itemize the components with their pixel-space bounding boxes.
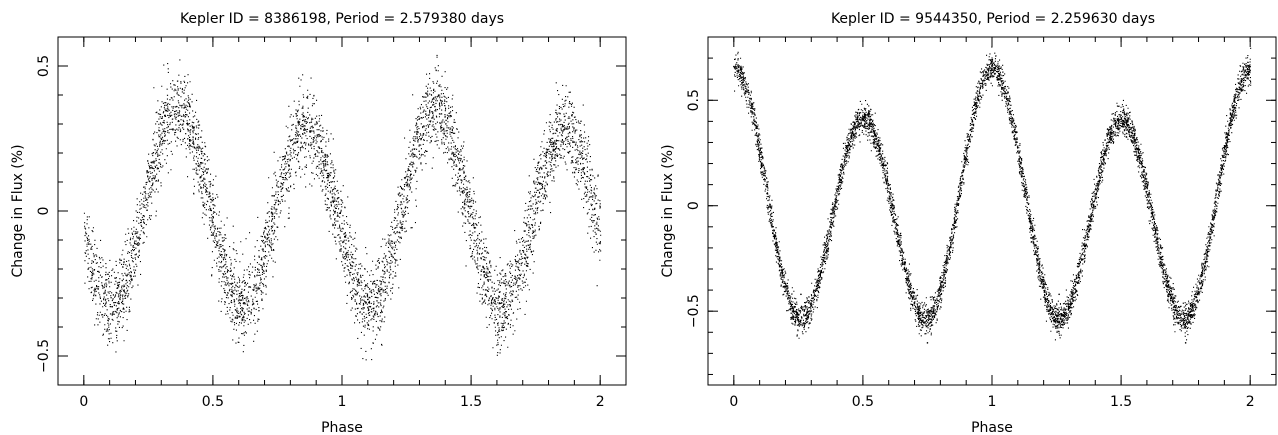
data-point bbox=[1184, 342, 1187, 344]
y-tick-label: 0.5 bbox=[686, 89, 702, 111]
data-point bbox=[1120, 118, 1122, 121]
data-points bbox=[733, 46, 1252, 344]
y-tick-label: 0 bbox=[36, 207, 52, 216]
x-axis-label: Phase bbox=[321, 420, 363, 435]
data-point bbox=[305, 129, 307, 131]
data-points bbox=[83, 54, 602, 361]
data-point bbox=[175, 105, 178, 108]
chart-panel-left: Kepler ID = 8386198, Period = 2.579380 d… bbox=[10, 11, 627, 435]
x-tick-label: 0 bbox=[729, 394, 738, 410]
data-point bbox=[926, 342, 929, 344]
chart-panel-right: Kepler ID = 9544350, Period = 2.259630 d… bbox=[660, 11, 1277, 435]
data-point bbox=[563, 129, 565, 131]
data-point bbox=[111, 305, 114, 308]
data-point bbox=[240, 291, 243, 294]
data-point bbox=[733, 65, 735, 68]
x-tick-label: 1.5 bbox=[460, 394, 482, 410]
data-point bbox=[800, 293, 802, 296]
x-tick-label: 1.5 bbox=[1110, 394, 1132, 410]
x-axis: 0 0.5 1 1.5 2 bbox=[57, 37, 627, 410]
y-axis-label: Change in Flux (%) bbox=[660, 144, 676, 277]
scatter-points bbox=[83, 54, 602, 361]
data-point bbox=[498, 291, 501, 294]
x-tick-label: 1 bbox=[988, 394, 997, 410]
data-point bbox=[862, 118, 864, 121]
y-tick-label: 0.5 bbox=[36, 55, 52, 77]
data-point bbox=[1058, 293, 1060, 296]
y-axis: −0.5 0 0.5 bbox=[686, 36, 1276, 375]
x-axis: 0 0.5 1 1.5 2 bbox=[707, 37, 1277, 410]
x-tick-label: 0.5 bbox=[852, 394, 874, 410]
x-tick-label: 2 bbox=[596, 394, 605, 410]
data-point bbox=[991, 65, 993, 68]
x-tick-label: 2 bbox=[1246, 394, 1255, 410]
chart-title: Kepler ID = 9544350, Period = 2.259630 d… bbox=[831, 11, 1155, 27]
x-tick-label: 0 bbox=[79, 394, 88, 410]
y-axis-label: Change in Flux (%) bbox=[10, 144, 26, 277]
data-point bbox=[434, 105, 436, 108]
y-tick-label: −0.5 bbox=[686, 294, 702, 328]
y-axis: −0.5 0 0.5 bbox=[36, 36, 626, 386]
data-point bbox=[369, 305, 372, 308]
x-tick-label: 1 bbox=[338, 394, 347, 410]
x-axis-label: Phase bbox=[971, 420, 1013, 435]
y-tick-label: 0 bbox=[686, 201, 702, 210]
x-tick-label: 0.5 bbox=[202, 394, 224, 410]
data-point bbox=[1249, 65, 1251, 68]
chart-title: Kepler ID = 8386198, Period = 2.579380 d… bbox=[180, 11, 504, 27]
y-tick-label: −0.5 bbox=[36, 339, 52, 373]
plot-frame bbox=[707, 36, 1277, 386]
scatter-points bbox=[733, 46, 1252, 341]
